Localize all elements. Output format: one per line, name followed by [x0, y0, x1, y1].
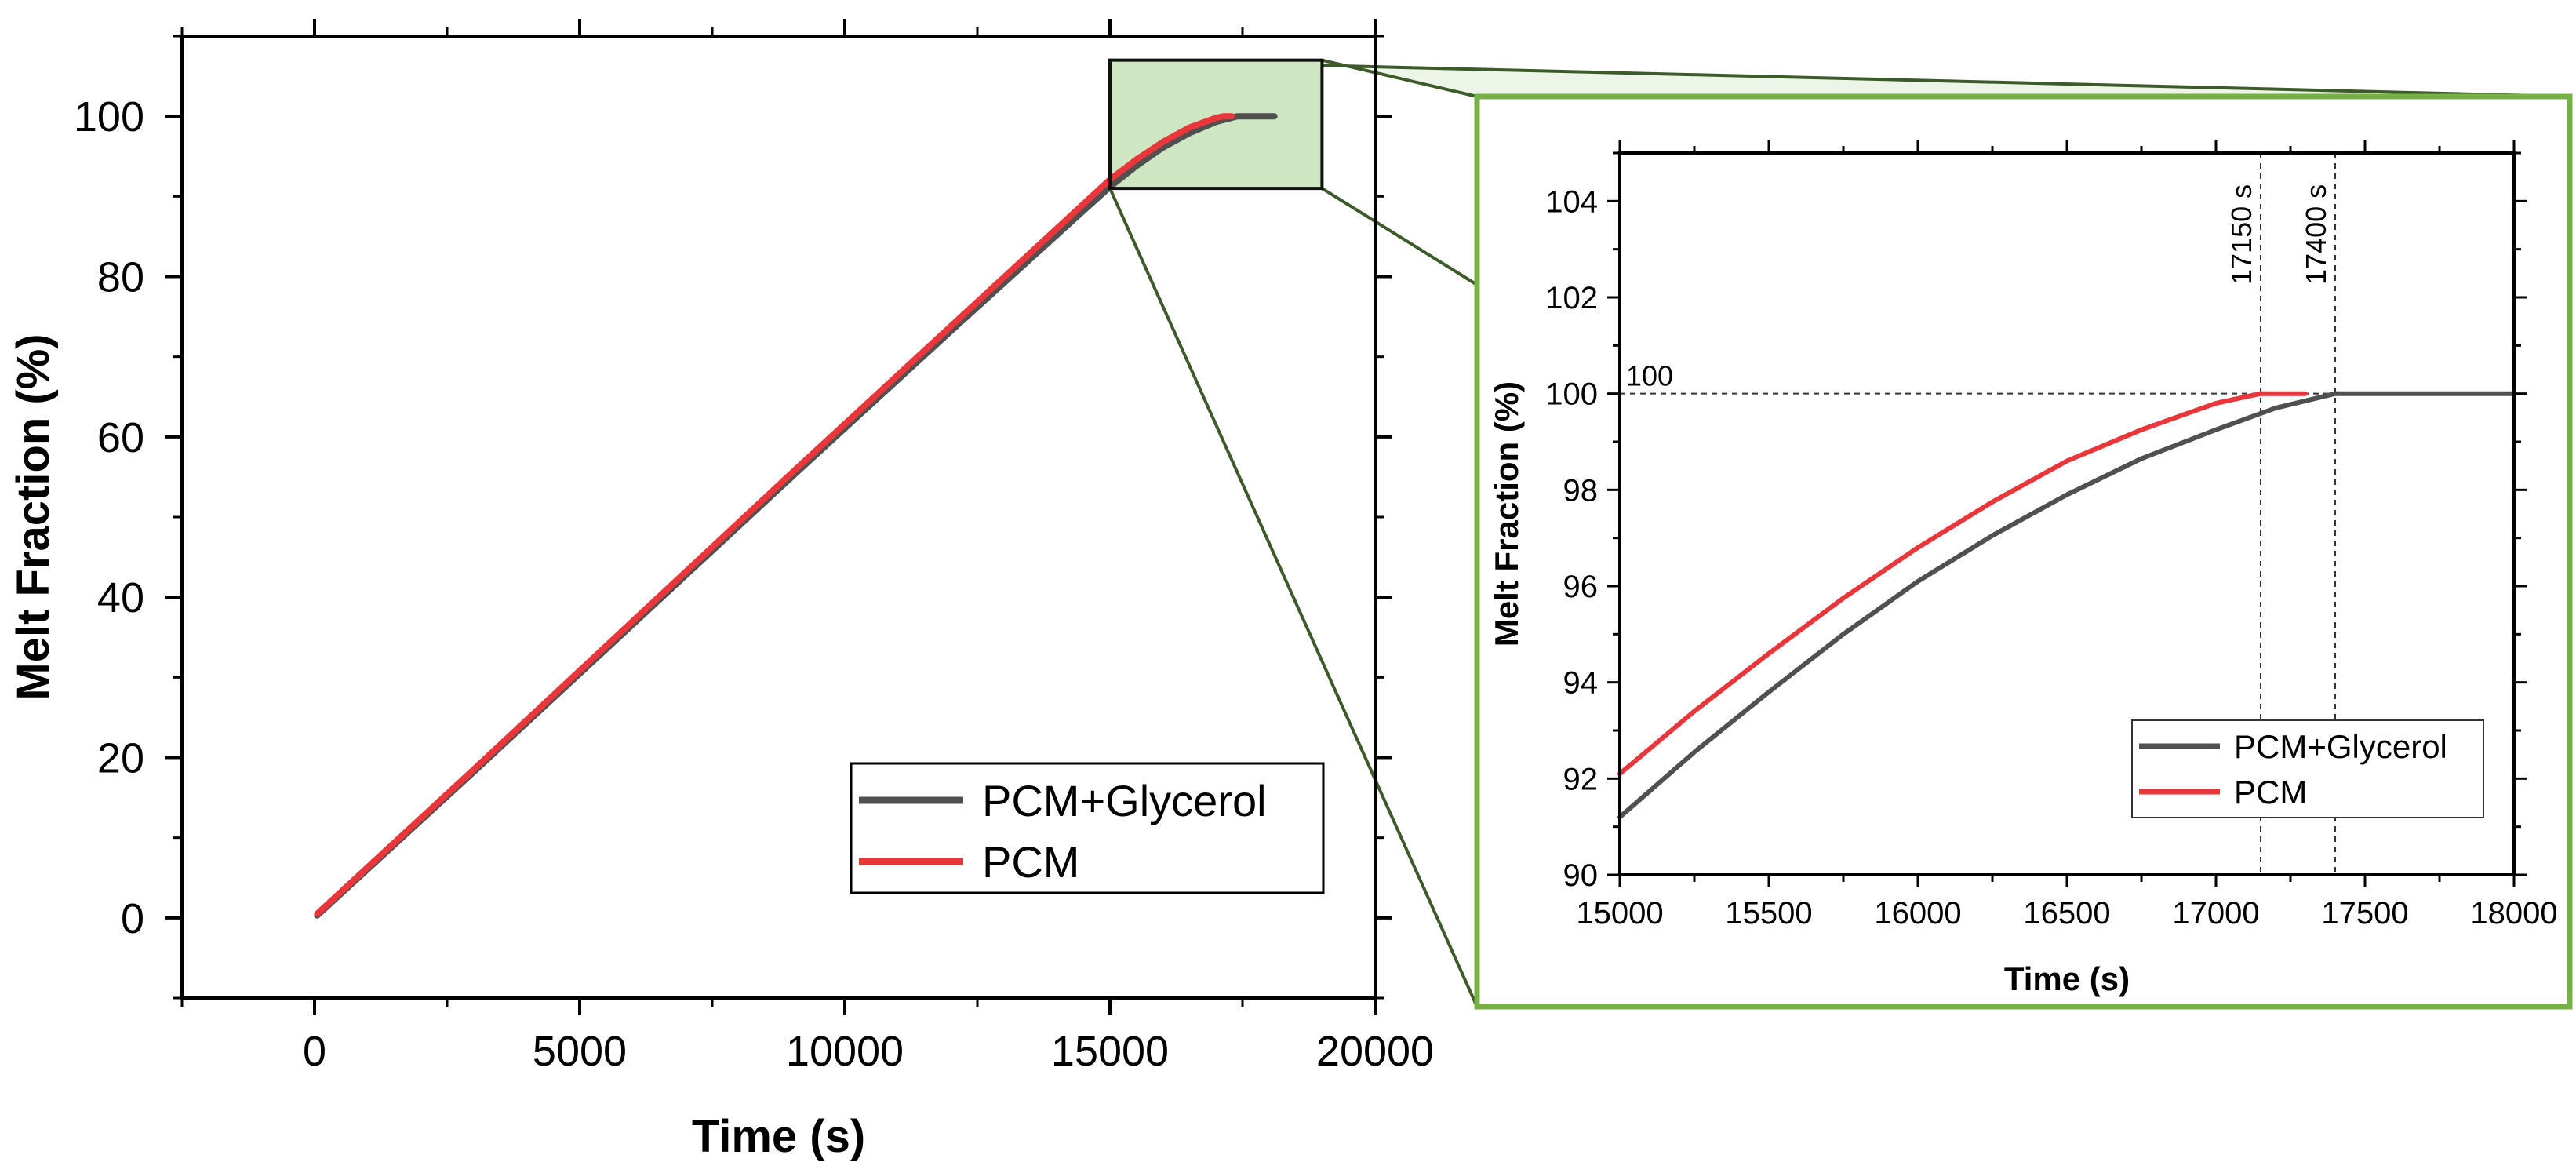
zoom-connector-lines: [1108, 58, 2571, 1007]
inset-legend-label: PCM: [2234, 774, 2307, 811]
main-y-tick-label: 60: [97, 414, 144, 461]
inset-chart: 17150 s 17400 s 100 15000 15500 16000 16500 170…: [1474, 93, 2573, 1010]
main-legend-label: PCM+Glycerol: [982, 776, 1267, 825]
inset-x-tick-label: 15500: [1725, 896, 1812, 931]
inset-legend: PCM+Glycerol PCM: [2131, 719, 2484, 818]
inset-x-tick-label: 15000: [1576, 896, 1663, 931]
inset-frame: [1474, 93, 2573, 1010]
zoom-connector-right: [1321, 187, 1479, 286]
main-y-tick-label: 40: [97, 574, 144, 621]
inset-y-tick-label: 102: [1545, 281, 1598, 315]
inset-hline-label: 100: [1626, 360, 1673, 392]
main-x-tick-label: 20000: [1316, 1028, 1434, 1075]
main-legend-label: PCM: [982, 837, 1079, 887]
main-legend-box: [850, 762, 1325, 894]
inset-x-tick-label: 17500: [2321, 896, 2408, 931]
zoom-connector-bottom: [1108, 188, 1479, 1007]
inset-y-tick-label: 92: [1563, 762, 1599, 796]
inset-vline-label: 17400 s: [2300, 184, 2332, 285]
main-legend: PCM+Glycerol PCM: [850, 762, 1325, 894]
inset-y-tick-label: 94: [1563, 666, 1599, 701]
inset-y-tick-label: 96: [1563, 570, 1599, 604]
inset-x-tick-label: 17000: [2172, 896, 2259, 931]
main-y-tick-label: 100: [74, 93, 144, 140]
inset-x-tick-label: 16500: [2023, 896, 2110, 931]
main-y-tick-label: 0: [121, 895, 144, 942]
main-x-tick-label: 0: [303, 1028, 326, 1075]
inset-x-tick-label: 18000: [2470, 896, 2557, 931]
inset-y-tick-label: 104: [1545, 184, 1598, 219]
main-y-tick-label: 20: [97, 735, 144, 782]
main-chart: 0 5000 10000 15000 20000 0 20 40 60 80 100 Time (s)…: [8, 19, 1434, 1162]
zoom-connector-top-left: [1321, 58, 1478, 98]
inset-y-tick-label: 100: [1545, 377, 1598, 412]
main-x-axis-label: Time (s): [692, 1111, 865, 1162]
main-series-pcm: [314, 113, 1235, 917]
inset-x-axis-label: Time (s): [2004, 960, 2130, 997]
inset-vline-label: 17150 s: [2225, 184, 2258, 285]
main-y-tick-label: 80: [97, 254, 144, 301]
inset-y-axis-label: Melt Fraction (%): [1488, 381, 1525, 647]
zoom-region-border: [1108, 58, 1324, 191]
inset-series-pcm: [1617, 391, 2308, 777]
inset-series-pcm-glycerol: [1617, 391, 2516, 820]
inset-y-tick-label: 90: [1563, 858, 1599, 893]
inset-x-tick-label: 16000: [1874, 896, 1961, 931]
main-y-axis-label: Melt Fraction (%): [8, 333, 59, 700]
inset-legend-label: PCM+Glycerol: [2234, 728, 2447, 765]
inset-legend-box: [2131, 719, 2484, 818]
main-x-tick-label: 5000: [533, 1028, 627, 1075]
main-x-tick-label: 10000: [786, 1028, 904, 1075]
inset-y-tick-label: 98: [1563, 473, 1599, 508]
main-x-tick-label: 15000: [1051, 1028, 1169, 1075]
